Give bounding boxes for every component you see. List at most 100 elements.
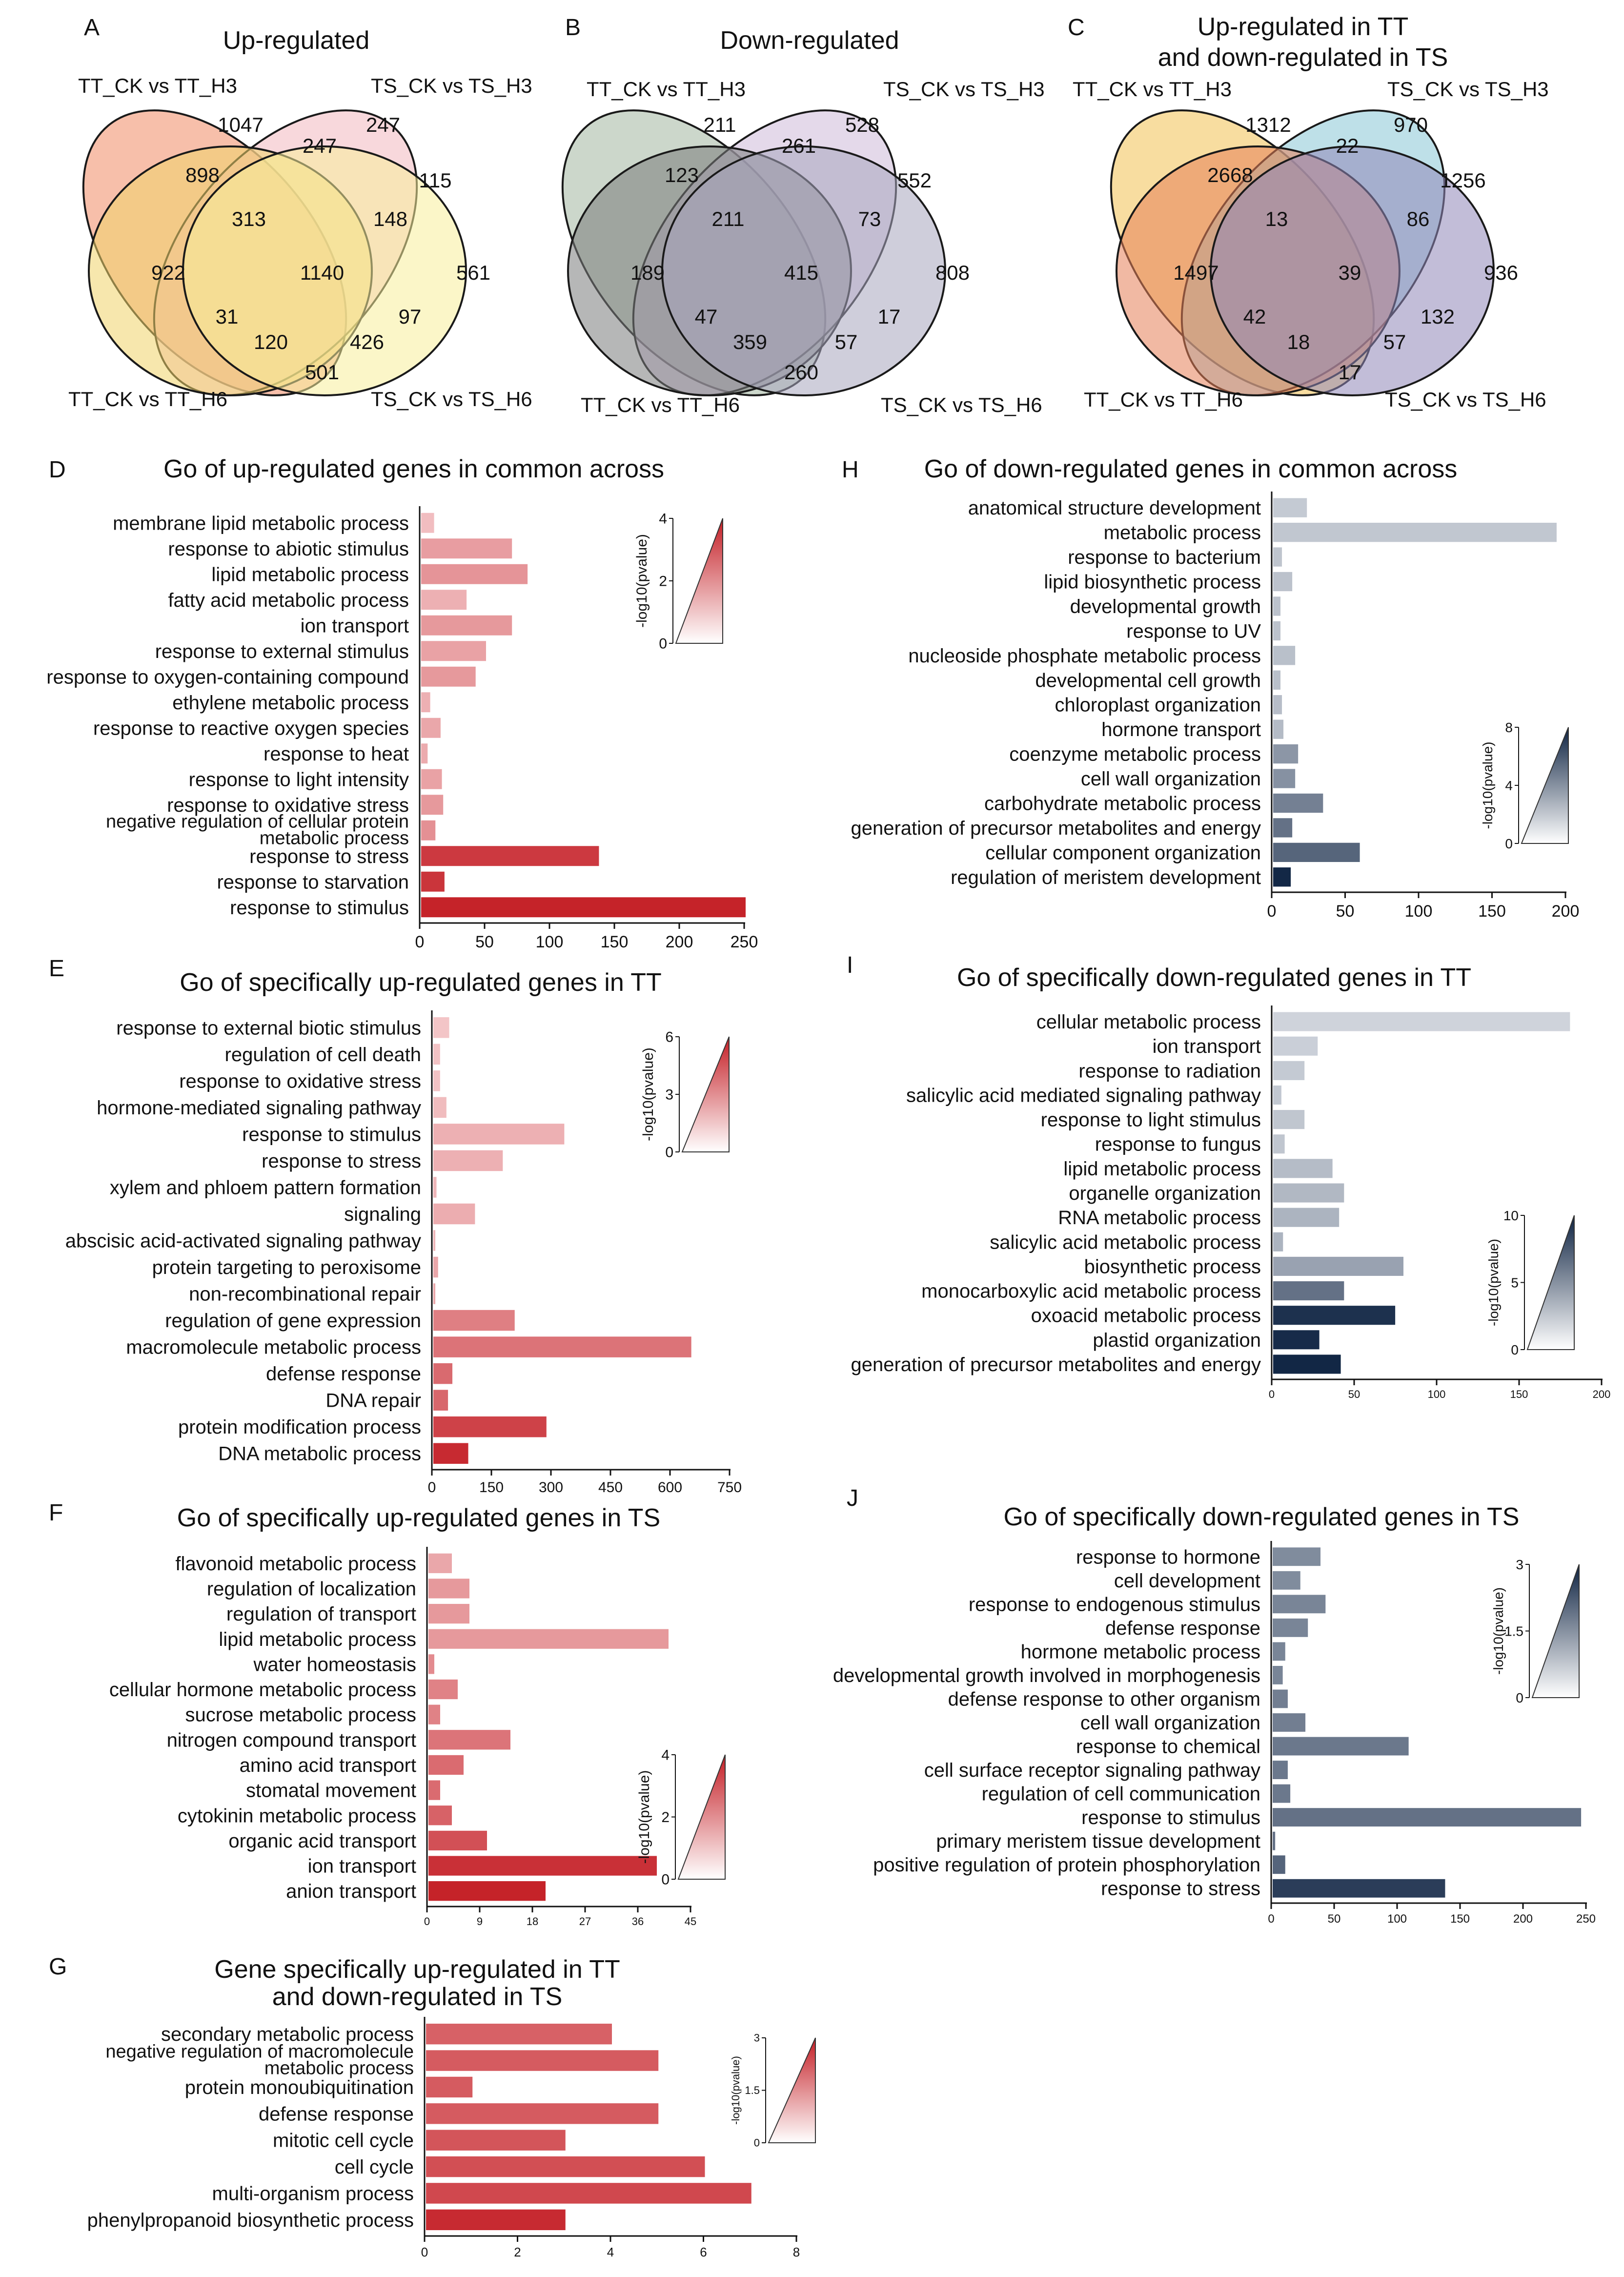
category-label: developmental growth [1070, 596, 1261, 617]
category-label: cell cycle [335, 2156, 414, 2178]
category-label: nitrogen compound transport [167, 1729, 416, 1751]
category-label: negative regulation of cellular protein [106, 811, 409, 832]
panel-letter: F [49, 1500, 63, 1526]
x-tick-label: 100 [1387, 1912, 1407, 1926]
venn-ellipse-set-ts-h6 [661, 145, 946, 396]
venn-set-label: TT_CK vs TT_H3 [587, 78, 746, 101]
legend-tick-label: 0 [1516, 1690, 1523, 1705]
legend-tick-label: 3 [665, 1087, 673, 1103]
venn-count: 415 [784, 261, 818, 284]
x-tick-label: 150 [1478, 902, 1506, 921]
venn-title: Down-regulated [720, 26, 899, 55]
category-label: protein targeting to peroxisome [152, 1257, 421, 1278]
legend-title: -log10(pvalue) [1480, 742, 1495, 829]
category-label: defense response [1105, 1618, 1260, 1639]
category-label: monocarboxylic acid metabolic process [921, 1281, 1261, 1302]
category-label: response to endogenous stimulus [969, 1594, 1260, 1615]
category-label: cell surface receptor signaling pathway [924, 1760, 1260, 1781]
bar [426, 2209, 566, 2231]
legend-gradient [681, 1036, 730, 1152]
venn-set-label: TT_CK vs TT_H6 [1084, 388, 1243, 411]
venn-count: 561 [456, 261, 490, 284]
venn-count: 552 [897, 169, 932, 192]
category-label: multi-organism process [212, 2183, 414, 2204]
category-label: anion transport [286, 1881, 416, 1902]
bar [426, 2050, 659, 2071]
venn-title: Up-regulated in TT [1198, 13, 1409, 41]
category-label: response to stress [249, 846, 409, 867]
legend-tick-label: 6 [665, 1029, 673, 1046]
venn-count: 57 [1383, 330, 1406, 353]
venn-count: 123 [665, 164, 699, 186]
venn-set-label: TS_CK vs TS_H6 [371, 388, 532, 410]
bar [1273, 1595, 1326, 1614]
venn-count: 148 [373, 207, 407, 230]
legend-tick-label: 1.5 [1504, 1623, 1523, 1639]
bar [421, 871, 445, 892]
venn-set-label: TT_CK vs TT_H3 [1073, 78, 1232, 101]
bar [1273, 1761, 1288, 1779]
category-label: salicylic acid mediated signaling pathwa… [906, 1085, 1261, 1106]
legend-tick-label: 0 [1505, 836, 1513, 851]
legend-tick-label: 3 [754, 2032, 760, 2044]
venn-panel-b: B Down-regulated 211 261 528 123 211 73 552 189 41… [561, 15, 1045, 416]
category-label: response to oxidative stress [167, 795, 409, 816]
legend-tick-label: 2 [661, 1809, 670, 1826]
x-tick-label: 200 [666, 933, 693, 951]
bar [1273, 1061, 1305, 1080]
category-label: defense response [266, 1363, 421, 1385]
category-label: lipid metabolic process [1063, 1158, 1261, 1180]
venn-count: 898 [185, 164, 220, 186]
category-label: regulation of cell communication [982, 1784, 1260, 1805]
venn-count: 313 [232, 207, 266, 230]
category-label: developmental cell growth [1035, 670, 1261, 691]
category-label: response to chemical [1076, 1736, 1260, 1758]
x-tick-label: 750 [717, 1479, 742, 1496]
venn-ellipse-set-ts-h6 [182, 145, 467, 396]
venn-set-label: TS_CK vs TS_H6 [881, 393, 1042, 416]
legend-tick-label: 0 [665, 1145, 673, 1161]
category-label: regulation of gene expression [165, 1310, 421, 1332]
category-label: ion transport [308, 1856, 416, 1877]
venn-count: 17 [1339, 361, 1361, 384]
bar [1273, 1110, 1305, 1129]
bar [1273, 1306, 1396, 1325]
bar [433, 1443, 468, 1464]
bar [433, 1150, 503, 1171]
category-label: regulation of cell death [225, 1044, 422, 1066]
bar [1273, 744, 1299, 764]
legend-tick-label: 4 [659, 511, 667, 527]
bar [1273, 646, 1296, 665]
x-tick-label: 8 [793, 2245, 800, 2259]
bar [433, 1336, 691, 1357]
category-label: generation of precursor metabolites and … [851, 1354, 1261, 1375]
category-label: response to stimulus [1081, 1807, 1260, 1828]
chart-panel-j: J Go of specifically down-regulated genes… [833, 1485, 1596, 1926]
legend-gradient [768, 2037, 816, 2143]
category-label: response to stimulus [242, 1124, 421, 1145]
category-label: response to stress [1101, 1878, 1260, 1900]
chart-title: Go of specifically up-regulated genes in… [177, 1504, 661, 1532]
legend-tick-label: 3 [1516, 1557, 1523, 1572]
bar [428, 1629, 669, 1649]
bar [1273, 1784, 1291, 1803]
category-label: fatty acid metabolic process [168, 590, 409, 611]
bar [433, 1390, 448, 1411]
category-label: carbohydrate metabolic process [984, 793, 1261, 814]
venn-count: 120 [254, 330, 288, 353]
category-label: ion transport [1153, 1036, 1261, 1057]
category-label: response to oxygen-containing compound [46, 666, 409, 688]
venn-count: 261 [782, 134, 816, 157]
venn-count: 247 [303, 134, 337, 157]
venn-count: 97 [399, 305, 422, 328]
chart-panel-h: H Go of down-regulated genes in common ac… [842, 455, 1579, 921]
bar [428, 1856, 657, 1876]
bar [421, 718, 441, 738]
venn-count: 211 [704, 113, 736, 136]
legend-gradient [1526, 1215, 1575, 1350]
panel-letter: D [49, 457, 66, 483]
venn-count: 47 [695, 305, 718, 328]
bar [421, 641, 486, 661]
bar [1273, 1208, 1340, 1227]
